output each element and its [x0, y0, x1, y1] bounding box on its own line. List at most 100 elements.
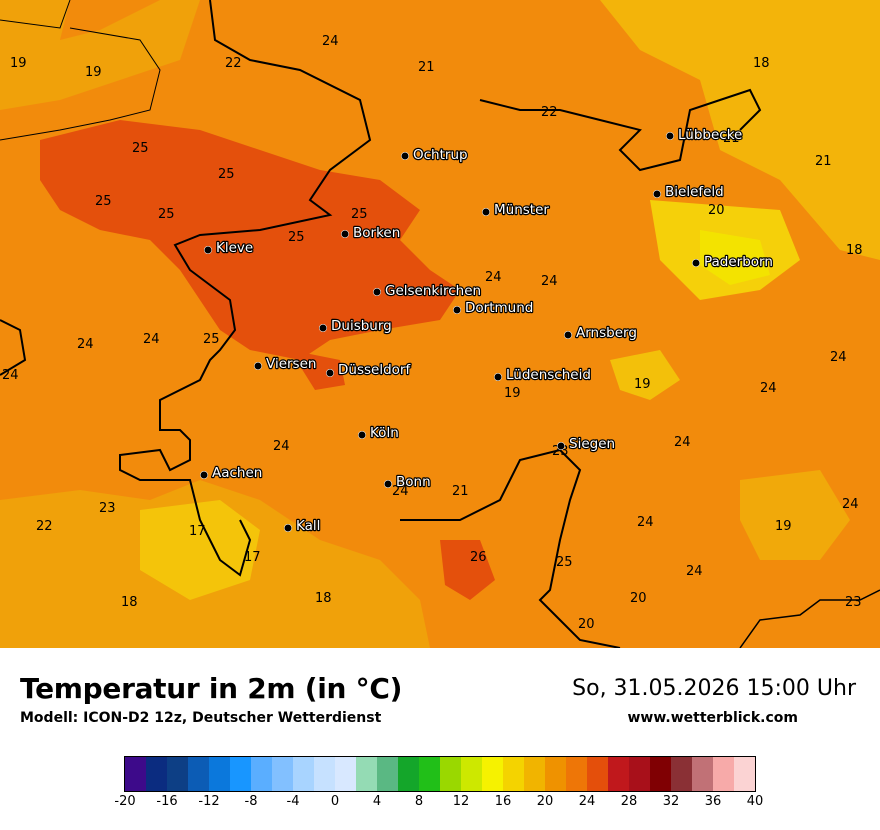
color-scale-cell — [188, 757, 209, 791]
city-label: Kleve — [216, 240, 253, 256]
value-label: 26 — [470, 550, 487, 565]
city-label: Viersen — [266, 356, 316, 372]
value-label: 25 — [351, 207, 368, 222]
color-scale-cell — [692, 757, 713, 791]
city-ochtrup: Ochtrup — [401, 146, 469, 164]
map-footer: Temperatur in 2m (in °C) Modell: ICON-D2… — [0, 648, 880, 830]
city-label: Borken — [353, 225, 400, 241]
color-scale-cell — [503, 757, 524, 791]
border-be — [0, 319, 27, 376]
color-scale-cell — [293, 757, 314, 791]
warm-zone-nw — [0, 0, 200, 110]
value-label: 19 — [634, 377, 651, 392]
color-scale-cell — [146, 757, 167, 791]
color-scale-tick-label: 24 — [578, 794, 596, 809]
color-scale-tick-label: 8 — [414, 794, 424, 809]
color-scale-cell — [419, 757, 440, 791]
coolest-zone-paderborn — [700, 230, 770, 285]
city-label: Dortmund — [465, 300, 533, 316]
color-scale-cell — [167, 757, 188, 791]
color-scale-cell — [671, 757, 692, 791]
city-aachen: Aachen — [200, 464, 264, 482]
color-scale-cell — [251, 757, 272, 791]
value-label: 24 — [842, 497, 859, 512]
temperature-map: 19 19 22 24 21 18 22 21 21 25 25 25 25 2… — [0, 0, 880, 649]
value-label: 21 — [452, 484, 469, 499]
color-scale-cell — [587, 757, 608, 791]
value-label: 25 — [218, 167, 235, 182]
value-label: 24 — [322, 34, 339, 49]
color-scale-tick-label: -4 — [286, 794, 300, 809]
color-scale-tick-label: 12 — [452, 794, 470, 809]
color-scale-cell — [545, 757, 566, 791]
value-label: 24 — [2, 368, 19, 383]
city-label: Düsseldorf — [338, 362, 411, 378]
hot-zone-lower-rhine — [40, 120, 460, 360]
city-arnsberg: Arnsberg — [564, 324, 638, 342]
color-scale-cell — [314, 757, 335, 791]
color-scale-cell — [566, 757, 587, 791]
value-label: 25 — [132, 141, 149, 156]
value-label: 24 — [273, 439, 290, 454]
color-scale-cell — [209, 757, 230, 791]
color-scale-cell — [440, 757, 461, 791]
cool-zone-sauerland — [610, 350, 680, 400]
value-label: 25 — [556, 555, 573, 570]
city-gelsenkirchen: Gelsenkirchen — [373, 282, 482, 300]
value-label: 24 — [830, 350, 847, 365]
value-label: 22 — [36, 519, 53, 534]
city-koeln: Köln — [358, 424, 400, 442]
border-nl — [0, 0, 161, 141]
color-scale-cell — [734, 757, 755, 791]
city-bonn: Bonn — [384, 473, 432, 491]
cool-zone-se — [740, 470, 850, 560]
color-scale-cell — [524, 757, 545, 791]
website-link[interactable]: www.wetterblick.com — [627, 710, 799, 726]
city-label: Münster — [494, 202, 549, 218]
value-label: 25 — [95, 194, 112, 209]
color-scale-cell — [230, 757, 251, 791]
value-label: 24 — [392, 484, 409, 499]
value-label: 22 — [541, 105, 558, 120]
city-label: Lüdenscheid — [506, 367, 591, 383]
city-kleve: Kleve — [204, 239, 254, 257]
value-label: 21 — [418, 60, 435, 75]
city-label: Paderborn — [704, 254, 773, 270]
value-label: 24 — [637, 515, 654, 530]
city-paderborn: Paderborn — [692, 253, 774, 271]
color-scale-tick-label: 32 — [662, 794, 680, 809]
state-border-hessen — [739, 589, 880, 649]
city-dortmund: Dortmund — [453, 299, 535, 317]
value-label: 20 — [708, 203, 725, 218]
value-label: 21 — [815, 154, 832, 169]
model-source: Modell: ICON-D2 12z, Deutscher Wetterdie… — [20, 710, 382, 726]
city-kall: Kall — [284, 517, 322, 535]
value-label: 21 — [723, 131, 740, 146]
color-scale-tick-label: 36 — [704, 794, 722, 809]
value-label: 24 — [686, 564, 703, 579]
city-label: Bielefeld — [665, 184, 724, 200]
color-scale-tick-label: 40 — [746, 794, 764, 809]
value-label: 19 — [85, 65, 102, 80]
city-luedenscheid: Lüdenscheid — [494, 366, 592, 384]
color-scale-cell — [650, 757, 671, 791]
color-scale-tick-label: -8 — [244, 794, 258, 809]
color-scale-cell — [608, 757, 629, 791]
forecast-datetime: So, 31.05.2026 15:00 Uhr — [572, 676, 856, 701]
color-scale-cell — [398, 757, 419, 791]
city-duisburg: Duisburg — [319, 317, 393, 335]
city-bielefeld: Bielefeld — [653, 183, 725, 201]
value-label: 24 — [674, 435, 691, 450]
value-label: 19 — [775, 519, 792, 534]
color-scale-tick-label: 20 — [536, 794, 554, 809]
city-label: Bonn — [396, 474, 431, 490]
hot-zone-duesseldorf — [290, 350, 345, 390]
color-scale-tick-label: -12 — [198, 794, 220, 809]
city-luebbecke: Lübbecke — [666, 126, 744, 144]
city-borken: Borken — [341, 224, 401, 242]
color-scale-tick-label: 4 — [372, 794, 382, 809]
value-label: 23 — [99, 501, 116, 516]
value-label: 25 — [203, 332, 220, 347]
city-viersen: Viersen — [254, 355, 318, 373]
color-scale-tick-label: 28 — [620, 794, 638, 809]
